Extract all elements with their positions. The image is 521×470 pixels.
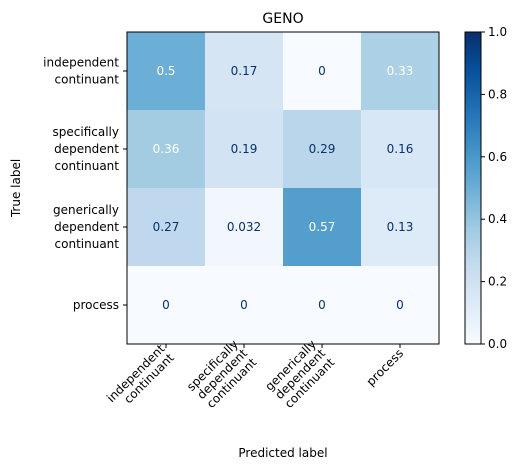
- plot-frame: [126, 31, 440, 345]
- heatmap-cell: [361, 110, 439, 188]
- heatmap-cell: [283, 188, 361, 266]
- y-tick-label: process: [73, 298, 119, 312]
- cell-value-label: 0: [396, 298, 404, 312]
- y-tick-label: specifically dependent continuant: [53, 125, 120, 173]
- y-tick-label: generically dependent continuant: [53, 203, 119, 251]
- colorbar: [464, 31, 482, 345]
- heatmap-cell: [361, 32, 439, 110]
- cell-value-label: 0: [318, 298, 326, 312]
- cell-value-label: 0.36: [153, 142, 180, 156]
- heatmap-cell: [283, 110, 361, 188]
- x-axis-label: Predicted label: [238, 446, 327, 460]
- x-tick-label: independentcontinuant: [104, 341, 177, 414]
- cell-value-label: 0.57: [309, 220, 336, 234]
- heatmap-cell: [283, 266, 361, 344]
- colorbar-tick-label: 0.4: [488, 212, 507, 226]
- heatmap-cell: [127, 110, 205, 188]
- heatmap-cell: [127, 266, 205, 344]
- heatmap-cell: [205, 32, 283, 110]
- cell-value-label: 0: [162, 298, 170, 312]
- colorbar-tick-label: 0.8: [488, 87, 507, 101]
- colorbar-tick-label: 1.0: [488, 25, 507, 39]
- heatmap-cell: [205, 266, 283, 344]
- colorbar-ticks: 0.0 0.2 0.4 0.6 0.8 1.0: [481, 25, 507, 351]
- x-tick-label: specificallydependentcontinuant: [184, 337, 259, 412]
- x-tick-label: genericallydependentcontinuant: [262, 337, 337, 412]
- heatmap-cell: [205, 188, 283, 266]
- y-axis-label: True label: [9, 159, 23, 218]
- x-tick-label: process: [364, 346, 407, 389]
- x-tick-labels: independentcontinuant specificallydepende…: [104, 337, 407, 414]
- y-tick-label: independent continuant: [43, 56, 119, 87]
- heatmap-cell: [361, 188, 439, 266]
- heatmap-cell: [283, 32, 361, 110]
- cell-value-label: 0.16: [387, 142, 414, 156]
- cell-value-label: 0.33: [387, 64, 414, 78]
- cell-value-label: 0.032: [227, 220, 261, 234]
- cell-value-label: 0.19: [231, 142, 258, 156]
- colorbar-tick-label: 0.0: [488, 337, 507, 351]
- cell-value-label: 0.17: [231, 64, 258, 78]
- colorbar-tick-label: 0.2: [488, 275, 507, 289]
- cell-value-label: 0.29: [309, 142, 336, 156]
- heatmap-cells: 0.5 0.17 0 0.33 0.36 0.19 0.29 0.16 0.27 0.032 0.5…: [127, 32, 439, 344]
- chart-title: GENO: [262, 11, 303, 27]
- colorbar-tick-label: 0.6: [488, 150, 507, 164]
- heatmap-cell: [361, 266, 439, 344]
- heatmap-cell: [127, 188, 205, 266]
- cell-value-label: 0.27: [153, 220, 180, 234]
- heatmap-cell: [205, 110, 283, 188]
- cell-value-label: 0: [318, 64, 326, 78]
- y-tick-labels: independent continuant specifically depende…: [43, 56, 127, 312]
- heatmap-cell: [127, 32, 205, 110]
- cell-value-label: 0.5: [156, 64, 175, 78]
- cell-value-label: 0: [240, 298, 248, 312]
- cell-value-label: 0.13: [387, 220, 414, 234]
